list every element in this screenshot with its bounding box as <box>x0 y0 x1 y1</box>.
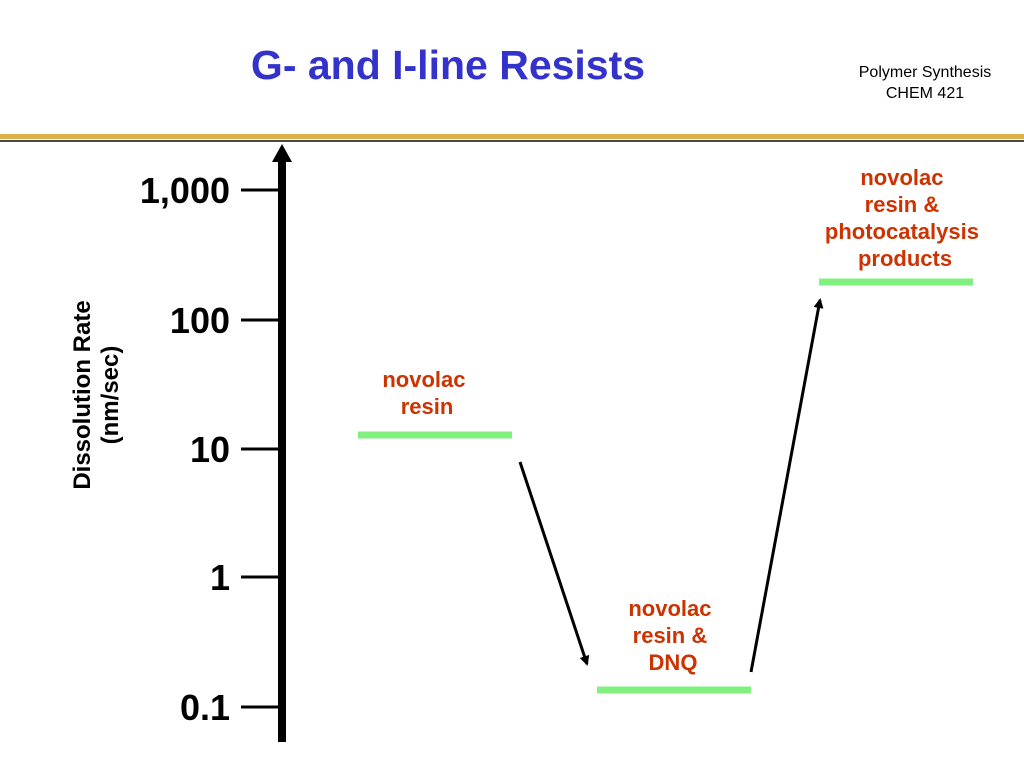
arrow-up-icon <box>749 298 824 673</box>
tick-label-1: 1 <box>210 557 230 598</box>
label-line: photocatalysis <box>825 219 979 244</box>
tick-10: 10 <box>190 429 282 470</box>
y-axis-arrow-icon <box>272 144 292 162</box>
label-line: products <box>858 246 952 271</box>
tick-label-100: 100 <box>170 300 230 341</box>
course-code: CHEM 421 <box>885 85 965 102</box>
label-line: novolac <box>382 367 465 392</box>
label-line: novolac <box>860 165 943 190</box>
tick-100: 100 <box>170 300 282 341</box>
label-line: DNQ <box>649 650 698 675</box>
label-novolac-resin: novolac resin <box>382 367 471 419</box>
axis-title-line2: (nm/sec) <box>97 346 124 445</box>
tick-1000: 1,000 <box>140 170 282 211</box>
label-line: novolac <box>628 596 711 621</box>
tick-0-1: 0.1 <box>180 687 282 728</box>
label-photocatalysis-products: novolac resin & photocatalysis products <box>825 165 985 271</box>
tick-label-0-1: 0.1 <box>180 687 230 728</box>
label-line: resin & <box>865 192 940 217</box>
course-name: Polymer Synthesis <box>858 64 992 81</box>
header-rule-dark <box>0 140 1024 142</box>
arrow-down-icon <box>518 461 590 666</box>
label-line: resin <box>401 394 454 419</box>
tick-label-10: 10 <box>190 429 230 470</box>
axis-title-line1: Dissolution Rate <box>69 300 96 489</box>
slide-title: G- and I-line Resists <box>250 42 646 88</box>
tick-1: 1 <box>210 557 282 598</box>
label-novolac-dnq: novolac resin & DNQ <box>628 596 717 675</box>
label-line: resin & <box>633 623 708 648</box>
tick-label-1000: 1,000 <box>140 170 230 211</box>
header-rule-gold <box>0 134 1024 139</box>
